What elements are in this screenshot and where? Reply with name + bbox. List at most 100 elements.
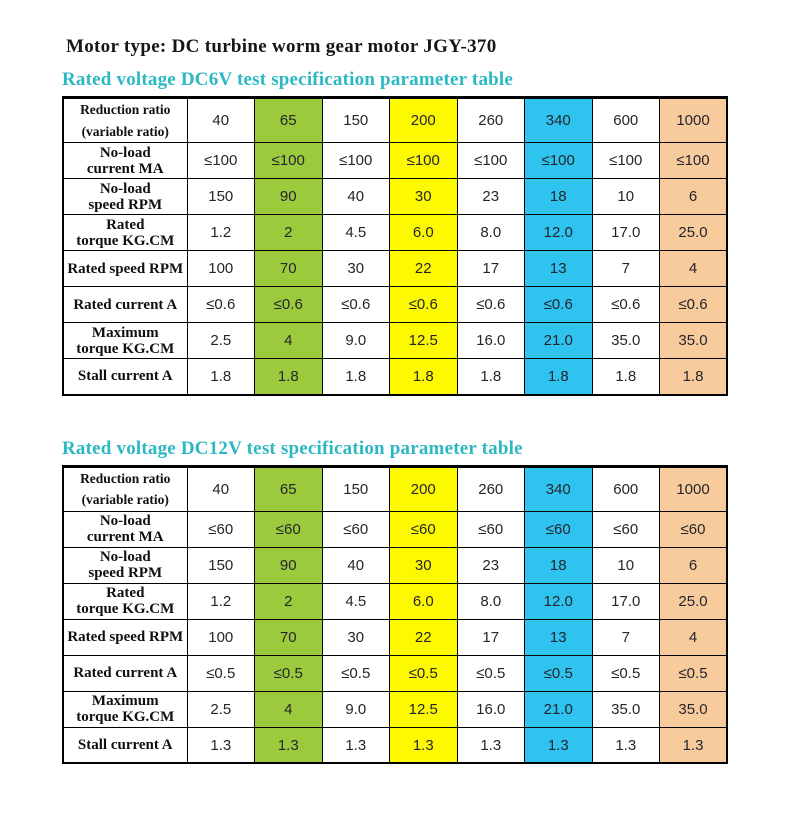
row-label: No-load speed RPM: [62, 178, 188, 216]
value-cell: 13: [524, 618, 593, 656]
table-row: Rated speed RPM 100 70 30 22 17 13 7 4: [62, 250, 728, 288]
value-cell: 1.8: [659, 358, 728, 396]
value-cell: 10: [591, 546, 660, 584]
value-cell: 2: [254, 214, 323, 252]
value-cell: 1.2: [186, 214, 255, 252]
value-cell: 1000: [659, 465, 728, 512]
value-cell: 2.5: [186, 690, 255, 728]
value-cell: 4: [659, 250, 728, 288]
value-cell: ≤100: [524, 142, 593, 180]
row-label: Rated current A: [62, 654, 188, 692]
value-cell: 21.0: [524, 690, 593, 728]
table-row: Maximum torque KG.CM 2.5 4 9.0 12.5 16.0 21.0 3…: [62, 690, 728, 728]
dc6v-spec-table: Reduction ratio (variable ratio) 40 65 150 2…: [62, 96, 728, 396]
value-cell: 200: [389, 465, 458, 512]
value-cell: 35.0: [591, 690, 660, 728]
value-cell: 30: [321, 250, 390, 288]
value-cell: 150: [186, 178, 255, 216]
value-cell: 1.3: [456, 726, 525, 764]
value-cell: ≤100: [591, 142, 660, 180]
row-label: Reduction ratio (variable ratio): [62, 465, 188, 512]
table-row: Stall current A 1.3 1.3 1.3 1.3 1.3 1.3 1.3 1.3: [62, 726, 728, 764]
value-cell: ≤60: [254, 510, 323, 548]
value-cell: 40: [186, 465, 255, 512]
table-row: No-load speed RPM 150 90 40 30 23 18 10 6: [62, 546, 728, 584]
value-cell: ≤0.6: [456, 286, 525, 324]
value-cell: 6: [659, 546, 728, 584]
value-cell: 8.0: [456, 582, 525, 620]
value-cell: ≤60: [659, 510, 728, 548]
table-row: Rated current A ≤0.5 ≤0.5 ≤0.5 ≤0.5 ≤0.5 ≤0.5 ≤…: [62, 654, 728, 692]
value-cell: 17: [456, 618, 525, 656]
value-cell: 35.0: [659, 322, 728, 360]
value-cell: 600: [591, 96, 660, 144]
value-cell: 10: [591, 178, 660, 216]
value-cell: 16.0: [456, 690, 525, 728]
value-cell: 40: [186, 96, 255, 144]
value-cell: 6.0: [389, 214, 458, 252]
value-cell: ≤100: [254, 142, 323, 180]
value-cell: 30: [321, 618, 390, 656]
value-cell: 25.0: [659, 582, 728, 620]
value-cell: 18: [524, 546, 593, 584]
value-cell: ≤0.6: [659, 286, 728, 324]
value-cell: ≤0.5: [254, 654, 323, 692]
value-cell: 150: [321, 465, 390, 512]
value-cell: 40: [321, 178, 390, 216]
value-cell: 23: [456, 546, 525, 584]
value-cell: ≤0.6: [186, 286, 255, 324]
row-label: Reduction ratio (variable ratio): [62, 96, 188, 144]
value-cell: 6.0: [389, 582, 458, 620]
value-cell: ≤0.6: [591, 286, 660, 324]
value-cell: 340: [524, 465, 593, 512]
row-label: Rated torque KG.CM: [62, 214, 188, 252]
value-cell: 1000: [659, 96, 728, 144]
value-cell: 150: [186, 546, 255, 584]
value-cell: 90: [254, 178, 323, 216]
value-cell: 7: [591, 618, 660, 656]
value-cell: 200: [389, 96, 458, 144]
value-cell: 1.3: [659, 726, 728, 764]
value-cell: 35.0: [659, 690, 728, 728]
value-cell: ≤60: [389, 510, 458, 548]
value-cell: 260: [456, 96, 525, 144]
value-cell: 100: [186, 618, 255, 656]
value-cell: 12.0: [524, 214, 593, 252]
value-cell: 1.8: [389, 358, 458, 396]
value-cell: 260: [456, 465, 525, 512]
dc12v-table-title: Rated voltage DC12V test specification p…: [62, 437, 523, 459]
value-cell: 1.8: [254, 358, 323, 396]
value-cell: 65: [254, 96, 323, 144]
value-cell: 16.0: [456, 322, 525, 360]
value-cell: 4.5: [321, 582, 390, 620]
value-cell: ≤0.5: [186, 654, 255, 692]
row-label: Rated speed RPM: [62, 250, 188, 288]
table-row: Rated torque KG.CM 1.2 2 4.5 6.0 8.0 12.0 17.0 2…: [62, 214, 728, 252]
value-cell: 30: [389, 546, 458, 584]
dc12v-section: Rated voltage DC12V test specification p…: [0, 438, 800, 765]
value-cell: 4: [254, 690, 323, 728]
table-row: Rated torque KG.CM 1.2 2 4.5 6.0 8.0 12.0 17.0 2…: [62, 582, 728, 620]
value-cell: ≤0.6: [254, 286, 323, 324]
value-cell: 17: [456, 250, 525, 288]
value-cell: ≤100: [186, 142, 255, 180]
dc6v-table-title: Rated voltage DC6V test specification pa…: [62, 69, 514, 90]
value-cell: ≤0.6: [524, 286, 593, 324]
value-cell: 2: [254, 582, 323, 620]
value-cell: 70: [254, 618, 323, 656]
value-cell: ≤100: [659, 142, 728, 180]
value-cell: 30: [389, 178, 458, 216]
row-label: Rated speed RPM: [62, 618, 188, 656]
value-cell: 35.0: [591, 322, 660, 360]
value-cell: 2.5: [186, 322, 255, 360]
value-cell: 7: [591, 250, 660, 288]
value-cell: 6: [659, 178, 728, 216]
value-cell: 17.0: [591, 582, 660, 620]
value-cell: 9.0: [321, 690, 390, 728]
row-label: No-load current MA: [62, 142, 188, 180]
value-cell: ≤0.5: [659, 654, 728, 692]
header-row: Reduction ratio (variable ratio) 40 65 150 2…: [62, 96, 728, 144]
value-cell: ≤60: [524, 510, 593, 548]
table-row: Maximum torque KG.CM 2.5 4 9.0 12.5 16.0 21.0 3…: [62, 322, 728, 360]
table-row: No-load current MA ≤60 ≤60 ≤60 ≤60 ≤60 ≤60 ≤60 ≤…: [62, 510, 728, 548]
